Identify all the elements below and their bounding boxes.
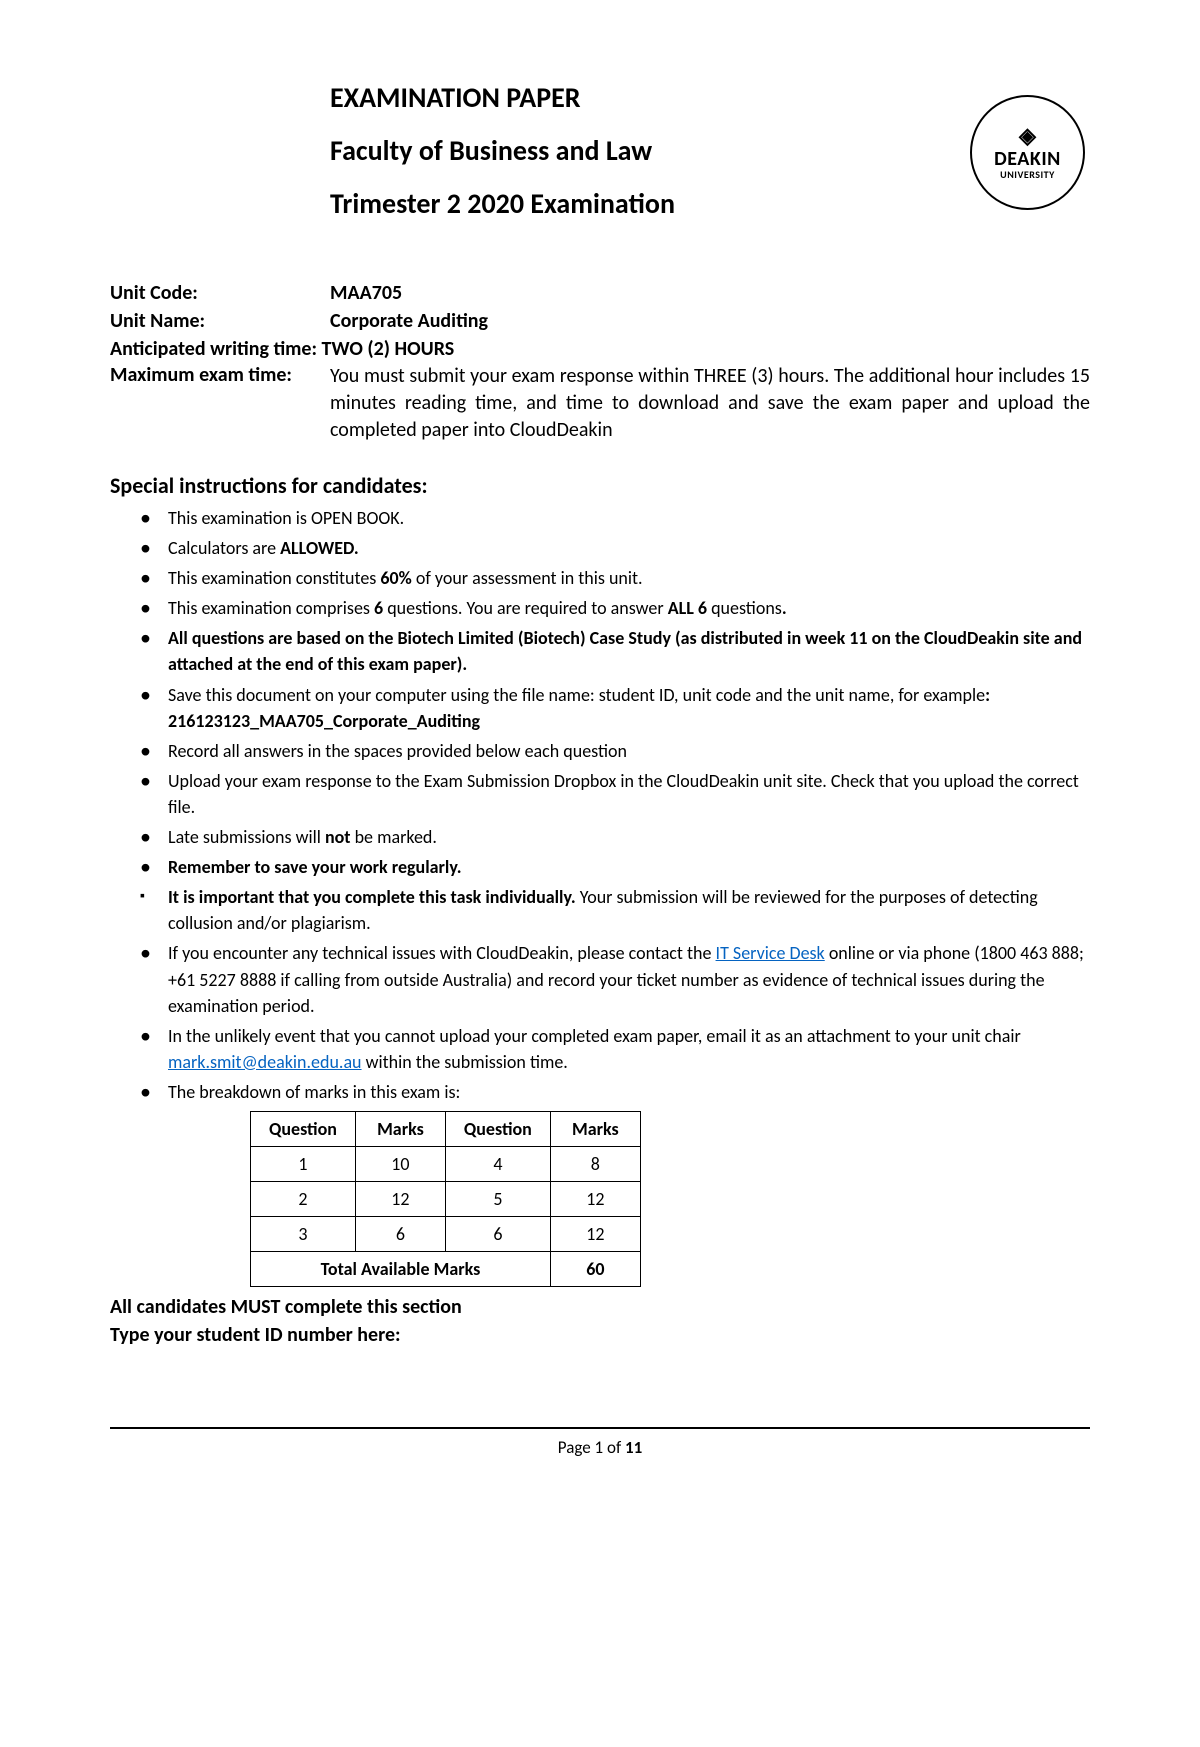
instruction-text: This examination constitutes [168, 567, 380, 589]
unit-code-row: Unit Code: MAA705 [110, 281, 1090, 305]
logo-subtitle: UNIVERSITY [1000, 170, 1055, 180]
marks-cell: 6 [445, 1216, 550, 1251]
instruction-item: Calculators are ALLOWED. [168, 535, 1090, 561]
unit-code-label: Unit Code: [110, 281, 330, 305]
instruction-text: be marked. [351, 826, 437, 848]
instruction-text: Record all answers in the spaces provide… [168, 740, 627, 762]
instruction-text: The breakdown of marks in this exam is: [168, 1081, 460, 1103]
marks-cell: 5 [445, 1181, 550, 1216]
max-time-value: You must submit your exam response withi… [330, 363, 1090, 444]
instruction-bold: . [782, 597, 787, 619]
instruction-item: This examination comprises 6 questions. … [168, 595, 1090, 621]
footer-of: of [603, 1437, 625, 1458]
unit-code-value: MAA705 [330, 281, 402, 305]
instruction-text: If you encounter any technical issues wi… [168, 942, 716, 964]
marks-header: Marks [550, 1111, 640, 1146]
header-title-3: Trimester 2 2020 Examination [330, 186, 890, 221]
marks-cell: 6 [355, 1216, 445, 1251]
marks-row: 3 6 6 12 [251, 1216, 641, 1251]
university-logo: ◈ DEAKIN UNIVERSITY [970, 95, 1085, 210]
instruction-text: Upload your exam response to the Exam Su… [168, 770, 1079, 818]
marks-cell: 10 [355, 1146, 445, 1181]
instructions-list: This examination is OPEN BOOK. Calculato… [110, 505, 1090, 1105]
instruction-item: If you encounter any technical issues wi… [168, 940, 1090, 1018]
logo-name: DEAKIN [994, 149, 1061, 169]
instruction-text: This examination comprises [168, 597, 374, 619]
it-service-desk-link[interactable]: IT Service Desk [716, 942, 825, 964]
marks-total-value: 60 [550, 1251, 640, 1286]
unit-name-value: Corporate Auditing [330, 309, 488, 333]
max-time-row: Maximum exam time: You must submit your … [110, 363, 1090, 444]
header-block: EXAMINATION PAPER Faculty of Business an… [330, 80, 890, 221]
instruction-bold: It is important that you complete this t… [168, 886, 576, 908]
instruction-bold: 6 [374, 597, 383, 619]
marks-cell: 12 [355, 1181, 445, 1216]
page-footer: Page 1 of 11 [110, 1427, 1090, 1458]
marks-cell: 1 [251, 1146, 356, 1181]
marks-header: Marks [355, 1111, 445, 1146]
marks-cell: 8 [550, 1146, 640, 1181]
marks-header: Question [445, 1111, 550, 1146]
candidate-line-1: All candidates MUST complete this sectio… [110, 1293, 1090, 1321]
candidate-section: All candidates MUST complete this sectio… [110, 1293, 1090, 1349]
instruction-bold: Remember to save your work regularly. [168, 856, 462, 878]
instruction-item: It is important that you complete this t… [168, 884, 1090, 936]
instruction-item: Late submissions will not be marked. [168, 824, 1090, 850]
marks-total-label: Total Available Marks [251, 1251, 551, 1286]
marks-total-row: Total Available Marks 60 [251, 1251, 641, 1286]
instruction-bold: All questions are based on the Biotech L… [168, 627, 1082, 675]
candidate-line-2: Type your student ID number here: [110, 1321, 1090, 1349]
instruction-item: Upload your exam response to the Exam Su… [168, 768, 1090, 820]
instruction-item: This examination is OPEN BOOK. [168, 505, 1090, 531]
deakin-shield-icon: ◈ [1019, 125, 1036, 147]
instruction-text: Late submissions will [168, 826, 325, 848]
instruction-item: Save this document on your computer usin… [168, 682, 1090, 734]
max-time-label: Maximum exam time: [110, 363, 330, 444]
unit-name-row: Unit Name: Corporate Auditing [110, 309, 1090, 333]
marks-table: Question Marks Question Marks 1 10 4 8 2… [250, 1111, 641, 1287]
marks-header: Question [251, 1111, 356, 1146]
marks-cell: 2 [251, 1181, 356, 1216]
marks-cell: 12 [550, 1181, 640, 1216]
instruction-bold: ALL 6 [668, 597, 707, 619]
instruction-text: of your assessment in this unit. [412, 567, 643, 589]
logo-circle: ◈ DEAKIN UNIVERSITY [970, 95, 1085, 210]
instruction-item: All questions are based on the Biotech L… [168, 625, 1090, 677]
instruction-text: Calculators are [168, 537, 280, 559]
instruction-text: In the unlikely event that you cannot up… [168, 1025, 1021, 1047]
unit-meta: Unit Code: MAA705 Unit Name: Corporate A… [110, 281, 1090, 444]
marks-cell: 12 [550, 1216, 640, 1251]
unit-name-label: Unit Name: [110, 309, 330, 333]
instruction-item: Remember to save your work regularly. [168, 854, 1090, 880]
marks-row: 2 12 5 12 [251, 1181, 641, 1216]
instruction-bold: 60% [380, 567, 411, 589]
footer-total: 11 [625, 1437, 642, 1458]
instruction-text: questions. You are required to answer [383, 597, 668, 619]
instruction-text: within the submission time. [362, 1051, 568, 1073]
marks-header-row: Question Marks Question Marks [251, 1111, 641, 1146]
instruction-item: In the unlikely event that you cannot up… [168, 1023, 1090, 1075]
marks-total-bold: 60 [586, 1258, 604, 1280]
footer-prefix: Page [558, 1437, 595, 1458]
header-title-1: EXAMINATION PAPER [330, 80, 890, 115]
instructions-heading: Special instructions for candidates: [110, 472, 1090, 499]
instruction-item: The breakdown of marks in this exam is: [168, 1079, 1090, 1105]
instruction-text: This examination is OPEN BOOK. [168, 507, 404, 529]
instruction-bold: ALLOWED. [280, 537, 359, 559]
exam-page: ◈ DEAKIN UNIVERSITY EXAMINATION PAPER Fa… [0, 0, 1200, 1700]
instruction-text: Save this document on your computer usin… [168, 684, 985, 706]
marks-cell: 4 [445, 1146, 550, 1181]
instruction-item: Record all answers in the spaces provide… [168, 738, 1090, 764]
instruction-item: This examination constitutes 60% of your… [168, 565, 1090, 591]
footer-page: 1 [595, 1437, 604, 1458]
writing-time: Anticipated writing time: TWO (2) HOURS [110, 337, 1090, 361]
marks-cell: 3 [251, 1216, 356, 1251]
header-title-2: Faculty of Business and Law [330, 133, 890, 168]
marks-row: 1 10 4 8 [251, 1146, 641, 1181]
unit-chair-email-link[interactable]: mark.smit@deakin.edu.au [168, 1051, 362, 1073]
instruction-text: questions [707, 597, 782, 619]
instruction-bold: not [325, 826, 351, 848]
